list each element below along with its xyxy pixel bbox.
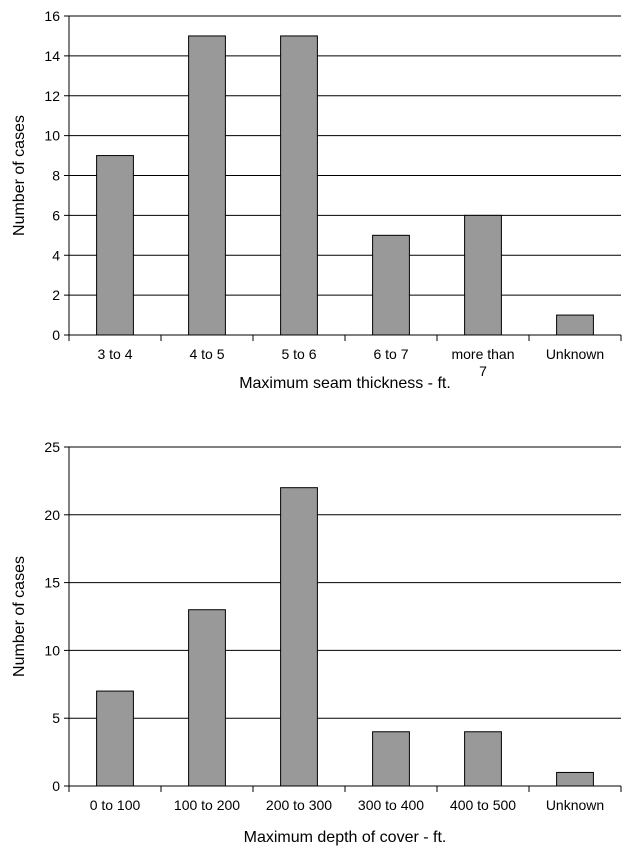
y-tick-labels: 0 5 10 15 20 25 [44, 439, 60, 794]
x-tick-label: more than 7 [451, 346, 514, 379]
x-tick-label: 5 to 6 [281, 346, 316, 362]
x-tick-label-line: 5 to 6 [281, 346, 316, 362]
y-tick-label: 6 [52, 207, 60, 223]
x-tick-label-line: 7 [479, 363, 487, 379]
bar [280, 487, 318, 787]
y-tick-label: 2 [52, 287, 60, 303]
y-tick-label: 20 [44, 507, 60, 523]
bar [280, 35, 318, 336]
y-tick-labels: 0 2 4 6 8 10 12 14 16 [44, 8, 60, 343]
y-tick-label: 4 [52, 247, 60, 263]
y-tick-label: 0 [52, 778, 60, 794]
y-tick-label: 10 [44, 128, 60, 144]
x-axis-title: Maximum depth of cover - ft. [244, 829, 447, 846]
x-tick-label-line: 300 to 400 [358, 797, 424, 813]
bar [464, 731, 502, 787]
gridlines [69, 446, 621, 719]
y-axis-title: Number of cases [11, 556, 28, 677]
x-axis-title: Maximum seam thickness - ft. [239, 375, 451, 392]
x-tick-label: 200 to 300 [266, 797, 332, 813]
x-tick-label: Unknown [546, 346, 604, 362]
y-tick-label: 0 [52, 327, 60, 343]
x-tick-label-line: 400 to 500 [450, 797, 516, 813]
x-tick-label: 0 to 100 [90, 797, 141, 813]
x-tick-labels: 3 to 4 4 to 5 5 to 6 6 to 7 more than 7 Unknow… [97, 346, 604, 379]
x-tick-label: 300 to 400 [358, 797, 424, 813]
x-tick-label-line: 0 to 100 [90, 797, 141, 813]
bar [188, 609, 226, 787]
x-tick-label: 100 to 200 [174, 797, 240, 813]
x-tick-labels: 0 to 100 100 to 200 200 to 300 300 to 400 40… [90, 797, 604, 813]
y-tick-label: 15 [44, 575, 60, 591]
bar [556, 771, 594, 787]
seam-thickness-chart: 0 2 4 6 8 10 12 14 16 3 to 4 4 to 5 5 to 6 6 to 7 mo… [11, 8, 622, 392]
x-tick-label: Unknown [546, 797, 604, 813]
x-tick-label-line: 200 to 300 [266, 797, 332, 813]
x-tick-label: 6 to 7 [373, 346, 408, 362]
y-tick-label: 8 [52, 168, 60, 184]
x-tick-label-line: 3 to 4 [97, 346, 132, 362]
y-tick-label: 16 [44, 8, 60, 24]
x-tick-label: 400 to 500 [450, 797, 516, 813]
x-tick-label-line: 100 to 200 [174, 797, 240, 813]
depth-of-cover-chart: 0 5 10 15 20 25 0 to 100 100 to 200 200 to 300 3… [11, 439, 622, 846]
y-tick-label: 25 [44, 439, 60, 455]
bar [464, 214, 502, 336]
x-tick-label-line: 4 to 5 [189, 346, 224, 362]
bars [96, 487, 594, 787]
y-tick-label: 14 [44, 48, 60, 64]
x-tick-label-line: Unknown [546, 797, 604, 813]
y-tick-label: 5 [52, 710, 60, 726]
bar [96, 155, 134, 336]
x-tick-label: 4 to 5 [189, 346, 224, 362]
x-tick-label-line: more than [451, 346, 514, 362]
x-tick-label-line: 6 to 7 [373, 346, 408, 362]
y-tick-label: 12 [44, 88, 60, 104]
bars [96, 35, 594, 336]
axes [64, 15, 622, 341]
y-tick-label: 10 [44, 642, 60, 658]
y-axis-title: Number of cases [11, 115, 28, 236]
bar [188, 35, 226, 336]
gridlines [69, 15, 621, 296]
axes [64, 446, 622, 792]
bar [372, 731, 410, 787]
bar [96, 690, 134, 787]
x-tick-label-line: Unknown [546, 346, 604, 362]
bar [372, 234, 410, 336]
x-tick-label: 3 to 4 [97, 346, 132, 362]
bar [556, 314, 594, 336]
